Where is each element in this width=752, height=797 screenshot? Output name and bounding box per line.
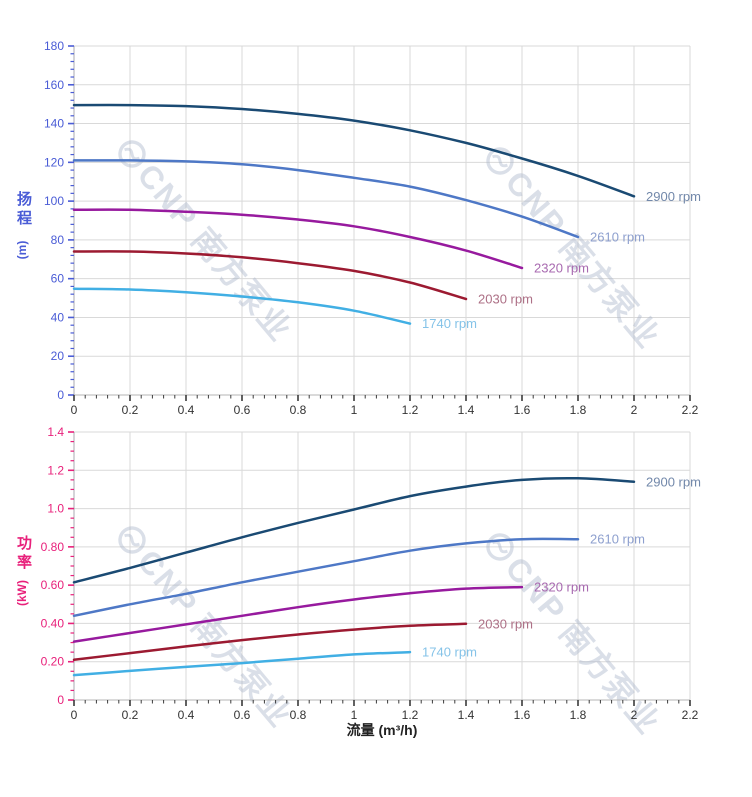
cnp-logo-wave-icon <box>492 154 508 168</box>
x-tick-label: 0.8 <box>290 708 307 722</box>
cnp-logo-wave-icon <box>492 540 508 554</box>
curve-2320-rpm <box>72 208 524 270</box>
y-tick-label: 0 <box>57 388 64 402</box>
x-tick-label: 0 <box>71 708 78 722</box>
curve-label-2320-rpm: 2320 rpm <box>534 580 589 595</box>
x-tick-label: 1.8 <box>570 403 587 417</box>
x-tick-label: 1.2 <box>402 403 419 417</box>
x-tick-label: 0.2 <box>122 403 139 417</box>
cnp-watermark: CNP 南方泵业 <box>118 140 299 349</box>
y-tick-label: 0.80 <box>41 540 65 554</box>
curve-2610-rpm <box>72 537 580 618</box>
head-axis-unit: (m) <box>15 240 29 260</box>
curve-label-1740-rpm: 1740 rpm <box>422 316 477 331</box>
x-tick-label: 1.6 <box>514 708 531 722</box>
x-tick-label: 1.4 <box>458 708 475 722</box>
curve-2030-rpm <box>72 250 468 301</box>
y-tick-label: 0.60 <box>41 578 65 592</box>
curve-2320-rpm <box>72 585 524 643</box>
cnp-watermark: CNP 南方泵业 <box>118 526 299 735</box>
x-tick-label: 0.8 <box>290 403 307 417</box>
y-tick-label: 60 <box>51 272 65 286</box>
curve-label-2610-rpm: 2610 rpm <box>590 532 645 547</box>
y-tick-label: 180 <box>44 39 64 53</box>
y-tick-label: 1.0 <box>47 502 64 516</box>
x-tick-label: 1.2 <box>402 708 419 722</box>
curve-label-2030-rpm: 2030 rpm <box>478 292 533 307</box>
x-tick-label: 2.2 <box>682 708 699 722</box>
cnp-watermark: CNP 南方泵业 <box>486 147 667 356</box>
y-tick-label: 0 <box>57 693 64 707</box>
x-tick-label: 0.2 <box>122 708 139 722</box>
y-tick-label: 100 <box>44 194 64 208</box>
curve-1740-rpm <box>72 287 412 325</box>
curve-label-2030-rpm: 2030 rpm <box>478 616 533 631</box>
y-tick-label: 40 <box>51 310 65 324</box>
y-tick-label: 120 <box>44 155 64 169</box>
y-tick-label: 80 <box>51 233 65 247</box>
y-tick-label: 0.20 <box>41 655 65 669</box>
cnp-logo-icon <box>486 147 514 175</box>
y-tick-label: 0.40 <box>41 616 65 630</box>
x-tick-label: 1.8 <box>570 708 587 722</box>
curve-1740-rpm <box>72 650 412 677</box>
x-tick-label: 0.4 <box>178 403 195 417</box>
x-tick-label: 2 <box>631 403 638 417</box>
curve-label-2610-rpm: 2610 rpm <box>590 229 645 244</box>
x-tick-label: 2 <box>631 708 638 722</box>
cnp-logo-icon <box>118 526 146 554</box>
x-tick-label: 1 <box>351 708 358 722</box>
curve-2900-rpm <box>72 103 636 198</box>
head-axis-title: 扬程 <box>15 191 32 229</box>
x-tick-label: 0.6 <box>234 708 251 722</box>
x-tick-label: 0.4 <box>178 708 195 722</box>
curve-2610-rpm <box>72 159 580 239</box>
cnp-logo-icon <box>118 140 146 168</box>
curve-label-2320-rpm: 2320 rpm <box>534 261 589 276</box>
x-tick-label: 0.6 <box>234 403 251 417</box>
x-tick-label: 2.2 <box>682 403 699 417</box>
y-tick-label: 140 <box>44 117 64 131</box>
y-tick-label: 1.4 <box>47 425 64 439</box>
x-tick-label: 1 <box>351 403 358 417</box>
curve-2900-rpm <box>72 476 636 584</box>
power-axis-title: 功率 <box>15 535 32 573</box>
curve-label-1740-rpm: 1740 rpm <box>422 645 477 660</box>
curve-label-2900-rpm: 2900 rpm <box>646 189 701 204</box>
cnp-logo-wave-icon <box>124 533 140 547</box>
x-tick-label: 1.6 <box>514 403 531 417</box>
y-tick-label: 1.2 <box>47 463 64 477</box>
flow-axis-title: 流量 (m³/h) <box>346 722 418 738</box>
x-tick-label: 1.4 <box>458 403 475 417</box>
power-axis-unit: (kW) <box>15 580 29 606</box>
curve-label-2900-rpm: 2900 rpm <box>646 474 701 489</box>
y-tick-label: 20 <box>51 349 65 363</box>
x-tick-label: 0 <box>71 403 78 417</box>
y-tick-label: 160 <box>44 78 64 92</box>
curve-2030-rpm <box>72 622 468 662</box>
cnp-logo-wave-icon <box>124 147 140 161</box>
watermark-text: CNP 南方泵业 <box>130 543 299 735</box>
